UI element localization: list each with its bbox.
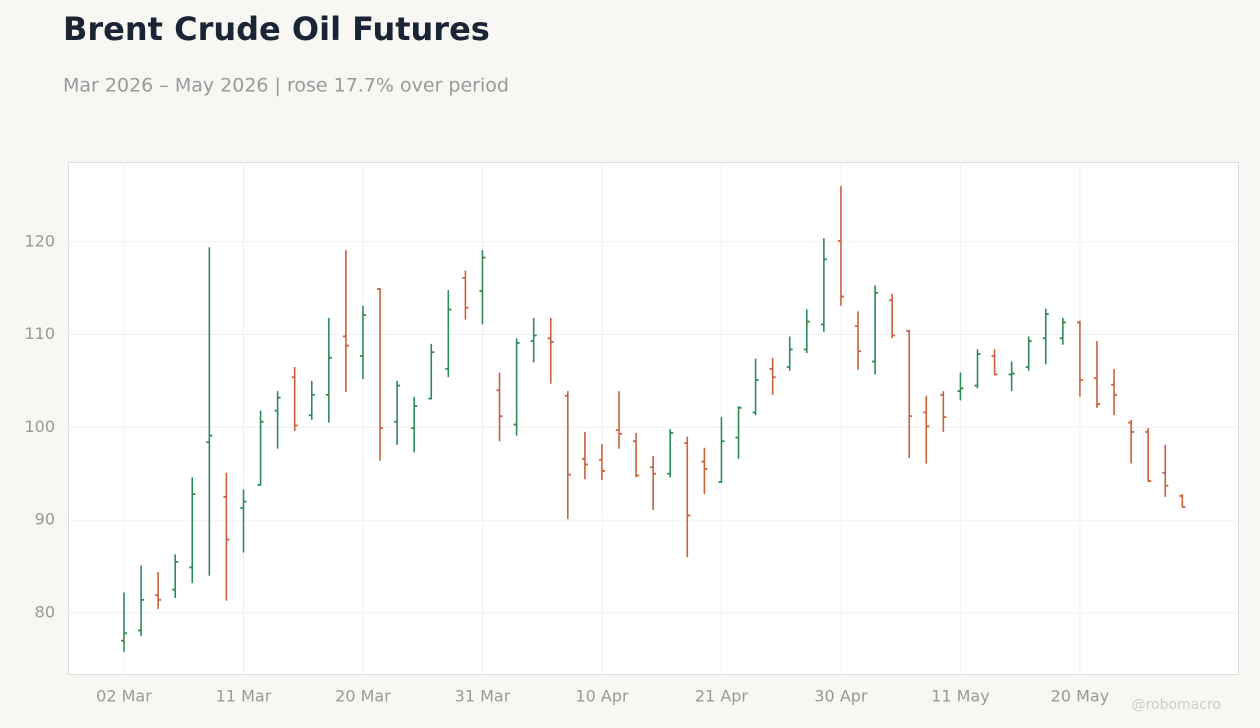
y-tick-label: 90 xyxy=(35,510,55,529)
y-tick-label: 120 xyxy=(24,231,55,250)
x-tick-label: 11 Mar xyxy=(216,687,272,706)
watermark: @robomacro xyxy=(1132,697,1221,713)
x-tick-label: 20 Mar xyxy=(335,687,391,706)
grid: 80 90 100 110 120 02 Mar 11 Mar 20 Mar 31 Mar 10 … xyxy=(24,162,1238,706)
x-tick-label: 11 May xyxy=(931,687,990,706)
chart-title: Brent Crude Oil Futures xyxy=(63,10,490,48)
marks xyxy=(121,186,1186,652)
x-tick-label: 20 May xyxy=(1051,687,1110,706)
y-tick-label: 80 xyxy=(35,602,55,621)
x-tick-label: 21 Apr xyxy=(695,687,749,706)
x-tick-label: 31 Mar xyxy=(455,687,511,706)
plot-area xyxy=(68,162,1239,675)
chart-subtitle: Mar 2026 – May 2026 | rose 17.7% over pe… xyxy=(63,75,509,97)
y-tick-label: 100 xyxy=(24,417,55,436)
x-tick-label: 30 Apr xyxy=(814,687,868,706)
x-tick-label: 02 Mar xyxy=(96,687,152,706)
x-tick-label: 10 Apr xyxy=(575,687,629,706)
y-tick-label: 110 xyxy=(24,324,55,343)
